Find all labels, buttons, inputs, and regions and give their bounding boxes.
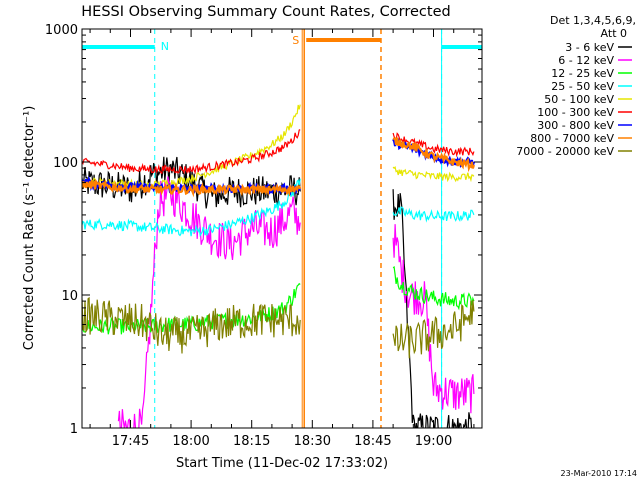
x-tick-label: 18:30 <box>294 434 331 449</box>
footer-timestamp: 23-Mar-2010 17:14 <box>561 469 638 478</box>
series-line-6-12-keV <box>392 224 475 414</box>
x-tick-label: 18:00 <box>172 434 209 449</box>
x-axis: 17:45 18:00 18:15 18:30 18:45 19:00 <box>89 29 475 449</box>
legend-header-attenuator: Att 0 <box>601 27 627 40</box>
y-axis: 1 10 100 1000 <box>45 23 482 437</box>
y-tick-label: 100 <box>53 156 78 171</box>
saa-flag-label: S <box>292 34 299 47</box>
legend-entry-label: 3 - 6 keV <box>565 41 614 54</box>
x-tick-label: 19:00 <box>415 434 452 449</box>
legend-entry-label: 12 - 25 keV <box>551 67 614 80</box>
series-line-6-12-keV <box>117 176 301 428</box>
series-line-800-7000-keV <box>392 137 475 173</box>
x-tick-label: 18:45 <box>354 434 391 449</box>
legend-entry-label: 25 - 50 keV <box>551 80 614 93</box>
legend-header-detectors: Det 1,3,4,5,6,9, <box>550 14 636 27</box>
series-layer <box>82 104 475 428</box>
series-line-100-300-keV <box>82 129 301 175</box>
y-tick-label: 1 <box>70 422 78 437</box>
legend-entry-label: 6 - 12 keV <box>558 54 614 67</box>
legend-entry-label: 7000 - 20000 keV <box>516 145 614 158</box>
x-axis-label: Start Time (11-Dec-02 17:33:02) <box>176 456 388 471</box>
series-line-7000-20000-keV <box>392 299 475 359</box>
night-flag-label: N <box>161 40 169 53</box>
series-line-7000-20000-keV <box>82 296 301 354</box>
chart-title: HESSI Observing Summary Count Rates, Cor… <box>81 4 450 20</box>
legend-entry-label: 300 - 800 keV <box>537 119 614 132</box>
plot-frame <box>81 28 483 429</box>
x-tick-label: 17:45 <box>112 434 149 449</box>
series-line-50-100-keV <box>392 166 475 183</box>
series-line-12-25-keV <box>392 265 475 311</box>
series-line-25-50-keV <box>392 206 475 223</box>
legend-entry-label: 800 - 7000 keV <box>530 132 614 145</box>
y-axis-label: Corrected Count Rate (s⁻¹ detector⁻¹) <box>22 106 37 351</box>
series-line-25-50-keV <box>82 178 301 238</box>
series-line-100-300-keV <box>392 132 475 158</box>
y-tick-label: 1000 <box>45 23 78 38</box>
legend-entry-label: 100 - 300 keV <box>537 106 614 119</box>
series-line-50-100-keV <box>82 104 301 190</box>
series-line-800-7000-keV <box>82 178 302 198</box>
x-tick-label: 18:15 <box>233 434 270 449</box>
legend-entry-label: 50 - 100 keV <box>544 93 614 106</box>
y-tick-label: 10 <box>61 289 78 304</box>
